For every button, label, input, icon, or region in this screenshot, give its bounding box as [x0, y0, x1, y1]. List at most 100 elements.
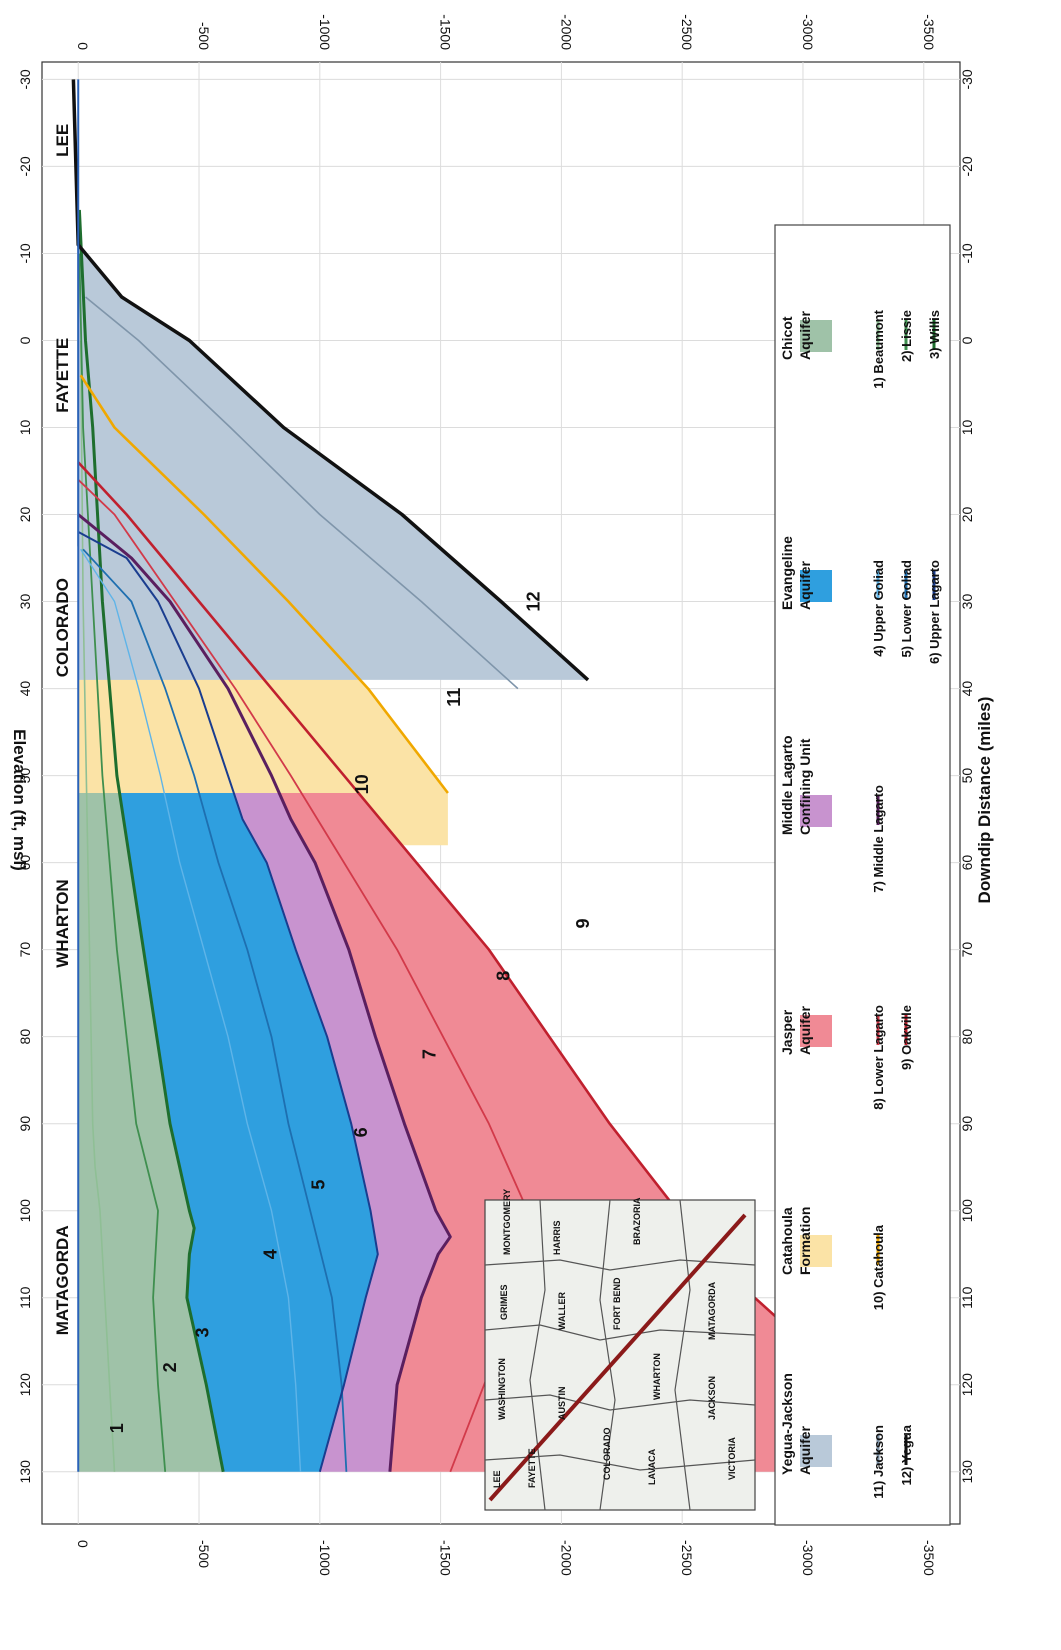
legend-area-label: Evangeline	[779, 536, 795, 610]
inset-county-label: HARRIS	[552, 1220, 562, 1255]
x-tick-label-right: 120	[959, 1373, 975, 1397]
legend-area-label: Chicot	[779, 316, 795, 360]
unit-number-label: 2	[160, 1362, 180, 1372]
legend-area-swatch	[800, 1435, 832, 1467]
legend-area-label: Catahoula	[779, 1207, 795, 1275]
x-tick-label-left: 10	[17, 420, 33, 436]
county-labels: LEE FAYETTE COLORADO WHARTON MATAGORDA	[53, 124, 72, 1335]
unit-number-label: 6	[351, 1127, 371, 1137]
x-tick-label-right: 20	[959, 507, 975, 523]
y-tick-label-top: -1500	[438, 14, 454, 50]
legend: Yegua-Jackson Aquifer 11) Jackson 12) Yegua…	[774, 224, 951, 1526]
y-tick-label-top: -2500	[679, 14, 695, 50]
x-tick-label-right: 110	[959, 1286, 975, 1309]
county-label: COLORADO	[53, 578, 72, 677]
legend-line-label: 1) Beaumont	[871, 309, 886, 388]
inset-county-label: MATAGORDA	[707, 1281, 717, 1340]
unit-number-label: 8	[493, 971, 513, 981]
formation-lines	[71, 79, 937, 1473]
legend-area-swatch	[800, 1235, 832, 1267]
x-tick-label-left: 50	[17, 768, 33, 784]
county-label: MATAGORDA	[53, 1225, 72, 1335]
inset-county-label: WHARTON	[652, 1353, 662, 1400]
y-tick-label-top: -3000	[800, 14, 816, 50]
x-tick-label-left: 80	[17, 1029, 33, 1045]
legend-line-label: 4) Upper Goliad	[871, 560, 886, 657]
x-tick-label-left: 90	[17, 1116, 33, 1132]
unit-number-label: 9	[573, 919, 593, 929]
inset-county-label: BRAZORIA	[632, 1197, 642, 1245]
x-tick-label-left: 30	[17, 594, 33, 610]
unit-number-label: 10	[352, 774, 372, 794]
legend-area-label: Middle Lagarto	[779, 735, 795, 835]
lower-goliad-line	[82, 548, 348, 1472]
y-tick-label-bottom: -3000	[800, 1540, 816, 1576]
legend-line-label: 3) Willis	[927, 310, 942, 359]
legend-line-label: 2) Lissie	[899, 310, 914, 362]
legend-area-label: Confining Unit	[797, 738, 813, 835]
x-tick-label-right: 60	[959, 855, 975, 871]
x-tick-label-right: 40	[959, 681, 975, 697]
inset-county-label: MONTGOMERY	[502, 1189, 512, 1255]
unit-number-label: 1	[107, 1423, 127, 1433]
inset-county-label: GRIMES	[499, 1284, 509, 1320]
y-tick-label-top: 0	[75, 42, 91, 50]
y-axis-label: Elevation (ft, msl)	[10, 729, 29, 871]
unit-number-label: 4	[260, 1249, 280, 1259]
legend-area-label: Aquifer	[797, 310, 813, 360]
x-tick-label-right: -10	[959, 243, 975, 263]
inset-county-labels: LEE WASHINGTON GRIMES MONTGOMERY FAYETTE AUST…	[492, 1189, 737, 1488]
x-tick-label-right: 80	[959, 1029, 975, 1045]
y-axis-ticks: 0 0 -500 -500 -1000 -1000 -1500 -1500 -2000 -2000…	[75, 14, 937, 1576]
legend-line-label: 8) Lower Lagarto	[871, 1005, 886, 1110]
x-tick-label-right: 130	[959, 1460, 975, 1484]
x-tick-label-left: 120	[17, 1373, 33, 1397]
legend-line-label: 9) Oakville	[899, 1005, 914, 1070]
lissie-line	[78, 253, 167, 1472]
y-tick-label-bottom: -1500	[438, 1540, 454, 1576]
inset-county-label: WALLER	[557, 1292, 567, 1330]
unit-number-label: 3	[193, 1328, 213, 1338]
y-tick-label-bottom: -2500	[679, 1540, 695, 1576]
legend-area-swatch	[800, 1015, 832, 1047]
x-tick-label-left: 110	[17, 1286, 33, 1309]
inset-county-label: WASHINGTON	[497, 1358, 507, 1420]
legend-area-label: Jasper	[779, 1009, 795, 1055]
unit-number-label: 11	[444, 688, 464, 707]
inset-county-label: VICTORIA	[727, 1437, 737, 1480]
unit-number-label: 5	[309, 1180, 329, 1190]
x-tick-label-left: 100	[17, 1199, 33, 1223]
y-tick-label-bottom: -3500	[921, 1540, 937, 1576]
inset-county-label: FAYETTE	[527, 1448, 537, 1488]
legend-area-label: Yegua-Jackson	[779, 1373, 795, 1475]
catahoula-line	[79, 374, 449, 794]
legend-area-swatch	[800, 570, 832, 602]
inset-county-label: JACKSON	[707, 1376, 717, 1420]
legend-line-label: 6) Upper Lagarto	[927, 560, 942, 664]
x-tick-label-right: 50	[959, 768, 975, 784]
x-tick-label-left: 60	[17, 855, 33, 871]
legend-line-label: 12) Yegua	[899, 1424, 914, 1485]
legend-line-label: 11) Jackson	[871, 1425, 886, 1499]
x-tick-label-right: 0	[959, 336, 975, 344]
middle-lagarto-line	[77, 513, 452, 1472]
y-tick-label-bottom: 0	[75, 1540, 91, 1548]
y-tick-label-bottom: -1000	[317, 1540, 333, 1576]
county-label: FAYETTE	[53, 338, 72, 413]
y-tick-label-top: -1000	[317, 14, 333, 50]
x-tick-label-left: 20	[17, 507, 33, 523]
y-tick-label-top: -500	[196, 22, 212, 50]
willis-line	[77, 209, 225, 1473]
legend-frame	[774, 224, 951, 1526]
yegua-line	[71, 79, 590, 682]
x-tick-label-right: 30	[959, 594, 975, 610]
y-tick-label-bottom: -500	[196, 1540, 212, 1568]
chicot-aquifer-area	[77, 209, 224, 1472]
jackson-line	[84, 296, 519, 690]
inset-county-label: AUSTIN	[557, 1387, 567, 1421]
y-tick-label-top: -3500	[921, 14, 937, 50]
x-axis-ticks: -30 -30 -20 -20 -10 -10 0 0 10 10 20 20 30 30 40 40 50 50…	[17, 69, 975, 1483]
y-tick-label-bottom: -2000	[558, 1540, 574, 1576]
